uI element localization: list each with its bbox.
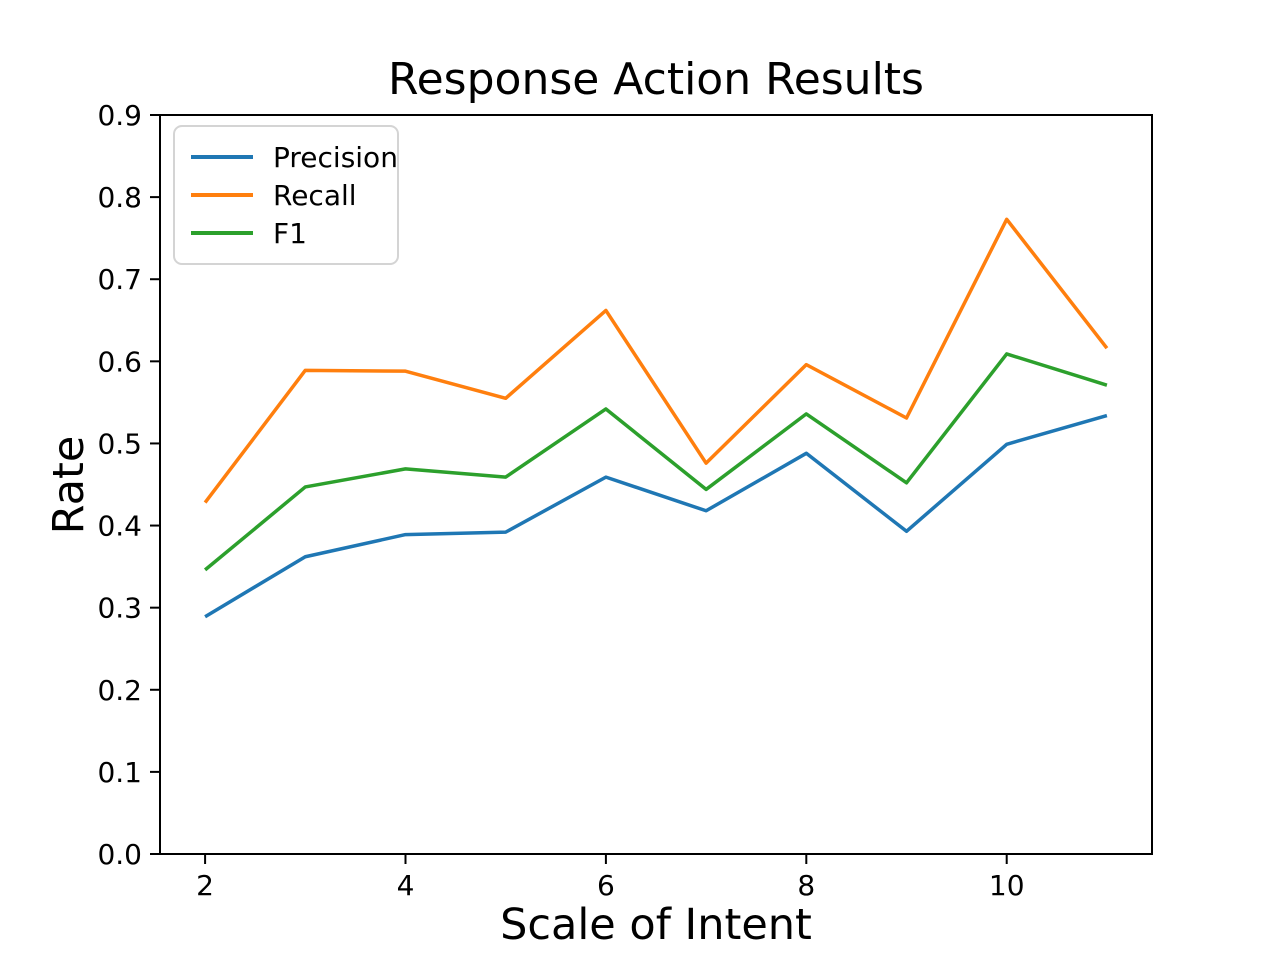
- y-tick-label: 0.2: [97, 674, 142, 707]
- legend-item-precision: Precision: [191, 138, 398, 176]
- y-tick-label: 0.5: [97, 427, 142, 460]
- x-tick-label: 8: [797, 869, 815, 902]
- series-line-f1: [203, 352, 1108, 572]
- series-line-recall: [203, 217, 1109, 504]
- x-tick-label: 6: [597, 869, 615, 902]
- y-tick-label: 0.6: [97, 345, 142, 378]
- x-tick-label: 10: [989, 869, 1025, 902]
- x-axis-label: Scale of Intent: [500, 900, 812, 950]
- x-tick-label: 2: [196, 869, 214, 902]
- legend-label-precision: Precision: [273, 140, 398, 174]
- legend-label-recall: Recall: [273, 178, 357, 212]
- legend: Precision Recall F1: [173, 125, 399, 265]
- y-axis-label: Rate: [44, 435, 94, 535]
- y-tick-label: 0.8: [97, 181, 142, 214]
- chart-title: Response Action Results: [388, 54, 924, 105]
- y-tick-label: 0.9: [97, 99, 142, 132]
- f1-line-swatch: [191, 231, 253, 235]
- plot-border: [159, 114, 1153, 855]
- x-tick-label: 4: [397, 869, 415, 902]
- y-tick-label: 0.3: [97, 592, 142, 625]
- legend-item-f1: F1: [191, 214, 381, 252]
- y-tick-label: 0.1: [97, 756, 142, 789]
- series-line-precision: [204, 413, 1108, 619]
- legend-item-recall: Recall: [191, 176, 381, 214]
- legend-label-f1: F1: [273, 216, 307, 250]
- precision-line-swatch: [191, 155, 253, 159]
- y-tick-label: 0.4: [97, 510, 142, 543]
- y-tick-label: 0.7: [97, 263, 142, 296]
- y-tick-label: 0.0: [97, 838, 142, 871]
- recall-line-swatch: [191, 193, 253, 197]
